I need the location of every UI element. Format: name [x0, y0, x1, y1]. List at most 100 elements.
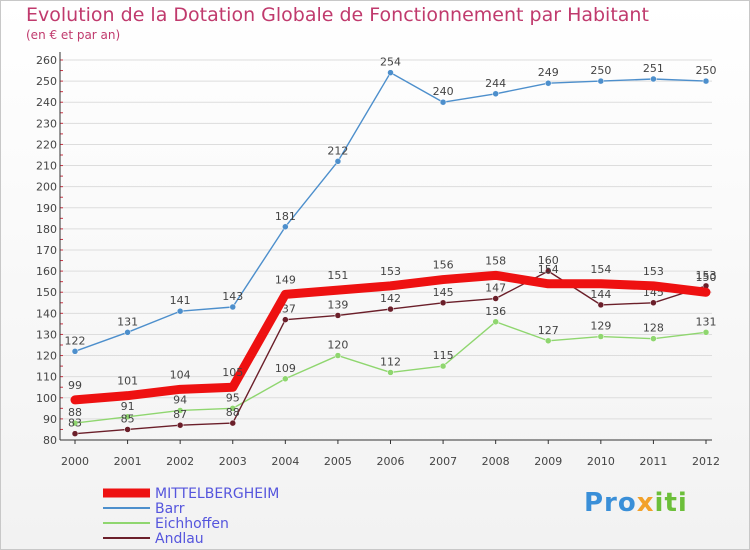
data-label: 115 [433, 349, 454, 362]
data-point [72, 396, 78, 403]
data-label: 88 [68, 406, 82, 419]
data-label: 120 [327, 339, 348, 352]
data-label: 109 [275, 362, 296, 375]
data-label: 153 [643, 265, 664, 278]
data-label: 87 [173, 408, 187, 421]
data-point [229, 384, 236, 391]
data-point [492, 318, 499, 326]
data-label: 250 [696, 64, 717, 77]
data-label: 251 [643, 62, 664, 75]
data-point [597, 333, 605, 340]
legend-label: Andlau [155, 531, 204, 547]
x-tick-label: 2001 [114, 455, 142, 468]
data-label: 131 [117, 315, 138, 328]
data-point [703, 289, 709, 296]
data-label: 88 [226, 406, 240, 419]
data-point [650, 335, 657, 342]
y-tick-label: 240 [36, 96, 57, 109]
y-tick-label: 230 [36, 117, 57, 130]
data-point [545, 337, 552, 345]
data-point [387, 69, 394, 76]
y-tick-label: 220 [36, 138, 57, 151]
data-point [545, 280, 552, 287]
data-point [439, 98, 447, 106]
data-label: 144 [590, 288, 611, 301]
data-label: 212 [327, 144, 348, 157]
y-tick-label: 130 [36, 328, 57, 341]
data-point [440, 276, 447, 283]
logo-part-3: iti [654, 488, 688, 518]
data-label: 154 [538, 263, 559, 276]
x-tick-label: 2007 [429, 455, 457, 468]
y-tick-label: 100 [36, 392, 57, 405]
data-point [597, 77, 605, 85]
data-label: 151 [327, 269, 348, 282]
data-label: 150 [696, 271, 717, 284]
data-point [282, 375, 289, 383]
data-label: 158 [485, 254, 506, 267]
data-label: 95 [226, 391, 240, 404]
data-label: 104 [170, 368, 191, 381]
data-point [439, 299, 447, 307]
data-point [492, 272, 499, 279]
y-tick-label: 140 [36, 307, 57, 320]
y-tick-label: 250 [36, 75, 57, 88]
data-point [334, 352, 342, 359]
data-label: 249 [538, 66, 559, 79]
data-point [545, 267, 552, 275]
y-tick-label: 120 [36, 350, 57, 363]
legend-label: MITTELBERGHEIM [155, 486, 279, 502]
logo-part-2: x [636, 488, 655, 518]
data-point [334, 287, 341, 294]
data-point [229, 405, 236, 412]
data-point [387, 305, 394, 313]
data-point [124, 426, 131, 433]
data-point [334, 158, 342, 165]
data-point [650, 299, 657, 307]
x-tick-label: 2000 [61, 455, 89, 468]
proxiti-logo: Proxiti [584, 488, 688, 518]
data-point [387, 282, 394, 289]
x-tick-label: 2003 [219, 455, 247, 468]
y-tick-label: 200 [36, 181, 57, 194]
legend-label: Eichhoffen [155, 516, 229, 532]
data-point [702, 77, 710, 85]
data-point [176, 307, 184, 315]
x-tick-label: 2005 [324, 455, 352, 468]
x-tick-label: 2006 [377, 455, 405, 468]
data-point [492, 295, 499, 302]
data-point [282, 316, 289, 323]
data-point [702, 329, 710, 336]
x-tick-label: 2009 [534, 455, 562, 468]
data-label: 142 [380, 292, 401, 305]
data-label: 156 [433, 259, 454, 272]
data-label: 181 [275, 210, 296, 223]
logo-part-1: Pro [584, 488, 637, 518]
data-point [334, 312, 342, 319]
x-tick-label: 2011 [639, 455, 667, 468]
data-label: 112 [380, 355, 401, 368]
x-tick-label: 2002 [166, 455, 194, 468]
data-label: 149 [275, 273, 296, 286]
data-point [597, 280, 604, 287]
data-label: 160 [538, 254, 559, 267]
data-label: 85 [121, 412, 135, 425]
data-point [492, 90, 499, 98]
x-tick-label: 2010 [587, 455, 615, 468]
data-label: 94 [173, 393, 187, 406]
y-tick-label: 180 [36, 223, 57, 236]
data-point [439, 362, 447, 370]
data-label: 153 [380, 265, 401, 278]
data-point [650, 282, 657, 289]
data-label: 141 [170, 294, 191, 307]
data-point [176, 421, 184, 429]
data-point [71, 348, 79, 355]
data-label: 139 [327, 298, 348, 311]
data-label: 250 [590, 64, 611, 77]
data-label: 122 [65, 334, 86, 347]
data-point [597, 301, 605, 309]
data-point [124, 392, 131, 399]
y-tick-label: 170 [36, 244, 57, 257]
